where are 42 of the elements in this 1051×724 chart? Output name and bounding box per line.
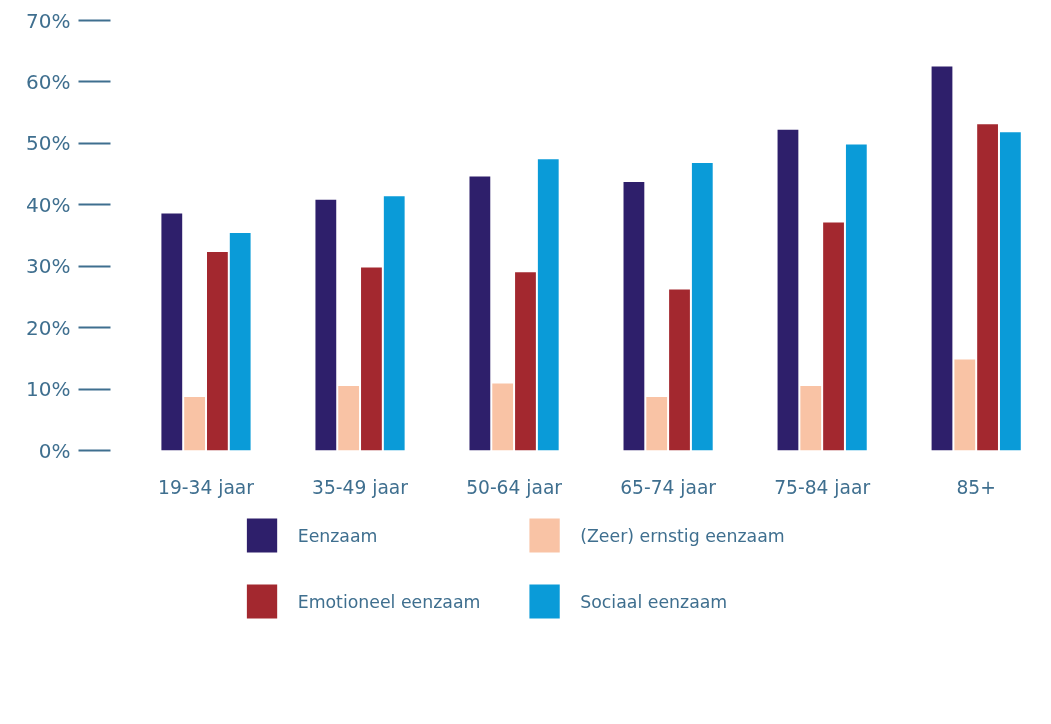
bar bbox=[537, 159, 559, 451]
x-tick-label: 35-49 jaar bbox=[312, 476, 409, 498]
bar bbox=[338, 386, 360, 451]
legend-label: Emotioneel eenzaam bbox=[297, 591, 481, 612]
bar bbox=[800, 386, 822, 451]
bar bbox=[469, 176, 491, 451]
bar bbox=[515, 272, 536, 451]
y-tick-label: 60% bbox=[26, 69, 71, 94]
bar bbox=[931, 66, 953, 451]
legend-label: (Zeer) ernstig eenzaam bbox=[580, 525, 785, 546]
bar bbox=[977, 124, 998, 451]
x-tick-label: 50-64 jaar bbox=[466, 476, 563, 498]
bar bbox=[184, 397, 205, 451]
bar bbox=[161, 213, 183, 451]
legend-label: Eenzaam bbox=[297, 525, 378, 546]
y-tick-label: 20% bbox=[26, 315, 71, 340]
bar bbox=[315, 199, 337, 451]
bar bbox=[623, 182, 645, 451]
bar bbox=[207, 252, 228, 451]
y-tick-label: 70% bbox=[26, 8, 71, 33]
bar bbox=[691, 163, 713, 451]
bar bbox=[669, 289, 690, 451]
x-tick-label: 75-84 jaar bbox=[774, 476, 871, 498]
bar bbox=[954, 359, 976, 451]
y-tick-label: 40% bbox=[26, 192, 71, 217]
y-tick-label: 0% bbox=[38, 438, 71, 463]
bar bbox=[777, 129, 799, 451]
bar bbox=[361, 267, 382, 451]
bar bbox=[492, 383, 514, 451]
x-tick-label: 65-74 jaar bbox=[620, 476, 717, 498]
bar bbox=[229, 233, 251, 451]
legend-label: Sociaal eenzaam bbox=[580, 591, 728, 612]
y-tick-label: 50% bbox=[26, 131, 71, 156]
y-tick-label: 30% bbox=[26, 254, 71, 279]
y-tick-label: 10% bbox=[26, 377, 71, 402]
x-tick-label: 85+ bbox=[956, 476, 996, 498]
bar bbox=[646, 397, 668, 451]
bar bbox=[383, 196, 405, 451]
bar bbox=[823, 222, 844, 451]
bar bbox=[999, 132, 1021, 451]
bar bbox=[845, 144, 867, 451]
x-tick-label: 19-34 jaar bbox=[158, 476, 255, 498]
